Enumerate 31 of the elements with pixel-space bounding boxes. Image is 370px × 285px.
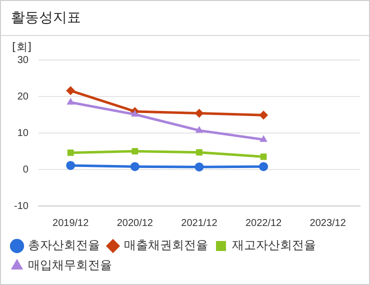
x-tick-label: 2023/12 bbox=[310, 218, 346, 229]
x-tick-label: 2021/12 bbox=[181, 218, 218, 229]
legend-label: 매입채무회전율 bbox=[28, 258, 112, 272]
point bbox=[66, 86, 76, 96]
point bbox=[260, 154, 267, 160]
point bbox=[194, 162, 204, 172]
point bbox=[130, 162, 140, 172]
x-tick-label: 2019/12 bbox=[52, 218, 90, 229]
point bbox=[259, 162, 268, 172]
point bbox=[260, 135, 268, 142]
y-tick-label: -10 bbox=[14, 200, 29, 212]
point bbox=[67, 150, 74, 156]
y-tick-label: 10 bbox=[17, 128, 29, 139]
x-tick-label: 2022/12 bbox=[245, 218, 282, 229]
point bbox=[194, 108, 204, 118]
point bbox=[196, 149, 202, 156]
point bbox=[131, 110, 139, 117]
point bbox=[66, 160, 76, 170]
point bbox=[259, 110, 268, 120]
y-axis-title: [회] bbox=[12, 40, 32, 54]
point bbox=[195, 126, 204, 133]
y-tick-label: 30 bbox=[17, 54, 29, 66]
chart-title: 활동성지표 bbox=[11, 9, 81, 27]
x-tick-label: 2020/12 bbox=[116, 218, 154, 229]
legend-label: 매출채권회전율 bbox=[124, 238, 208, 252]
legend-label: 총자산회전율 bbox=[28, 238, 100, 252]
y-tick-label: 0 bbox=[22, 164, 29, 176]
legend-label: 재고자산회전율 bbox=[232, 238, 316, 252]
point bbox=[132, 148, 138, 154]
point bbox=[66, 98, 75, 105]
y-tick-label: 20 bbox=[17, 91, 29, 102]
